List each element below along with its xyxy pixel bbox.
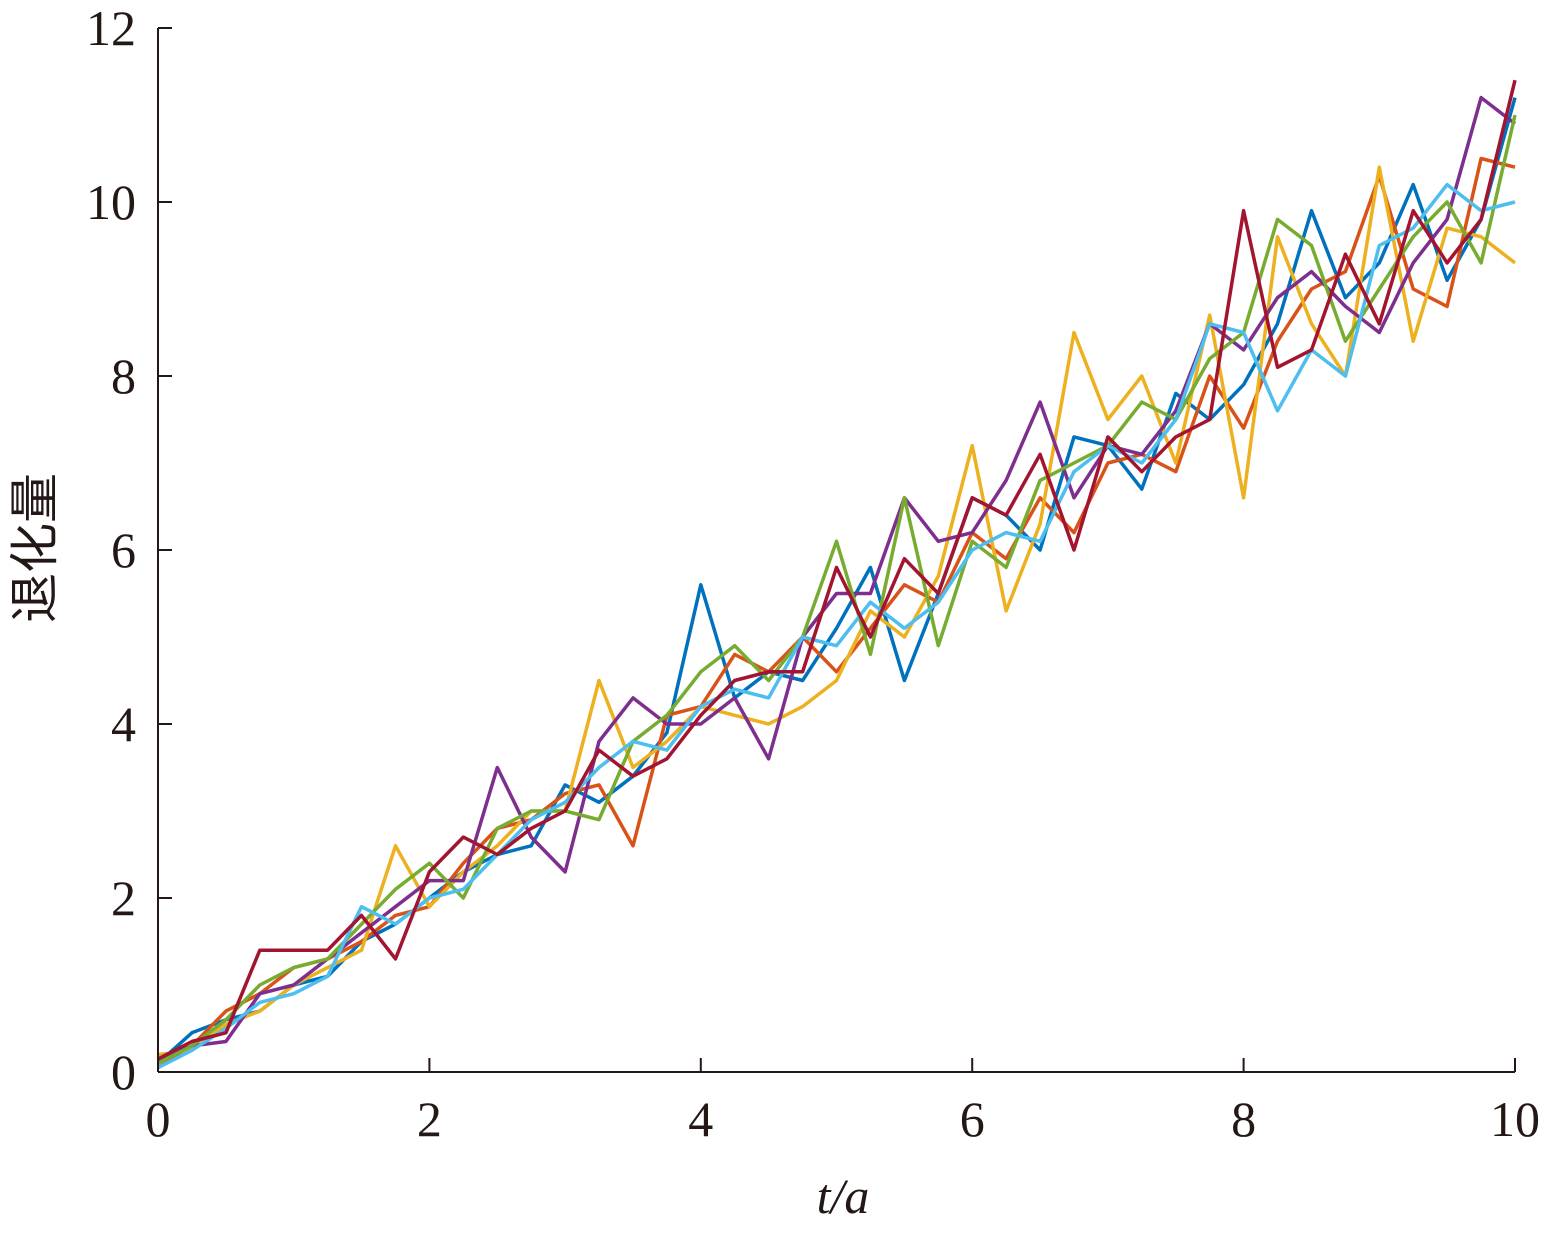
y-tick-label: 2	[111, 870, 136, 926]
y-tick-label: 8	[111, 348, 136, 404]
x-tick-label: 8	[1231, 1091, 1256, 1147]
y-tick-label: 4	[111, 696, 136, 752]
x-tick-label: 10	[1490, 1091, 1540, 1147]
y-tick-label: 10	[86, 174, 136, 230]
x-axis-label: t/a	[817, 1168, 870, 1224]
x-tick-label: 2	[417, 1091, 442, 1147]
x-tick-label: 0	[146, 1091, 171, 1147]
data-line	[157, 165, 1517, 1057]
y-tick-label: 0	[111, 1044, 136, 1100]
data-line	[157, 182, 1516, 1070]
y-axis-label: 退化量	[7, 473, 63, 623]
x-tick-label: 4	[688, 1091, 713, 1147]
data-line	[156, 97, 1517, 1065]
y-tick-label: 6	[111, 522, 136, 578]
y-tick-label: 12	[86, 0, 136, 56]
data-line	[157, 79, 1517, 1061]
data-line	[157, 95, 1517, 1061]
x-tick-label: 6	[960, 1091, 985, 1147]
data-line	[157, 114, 1517, 1065]
data-line	[157, 156, 1516, 1070]
